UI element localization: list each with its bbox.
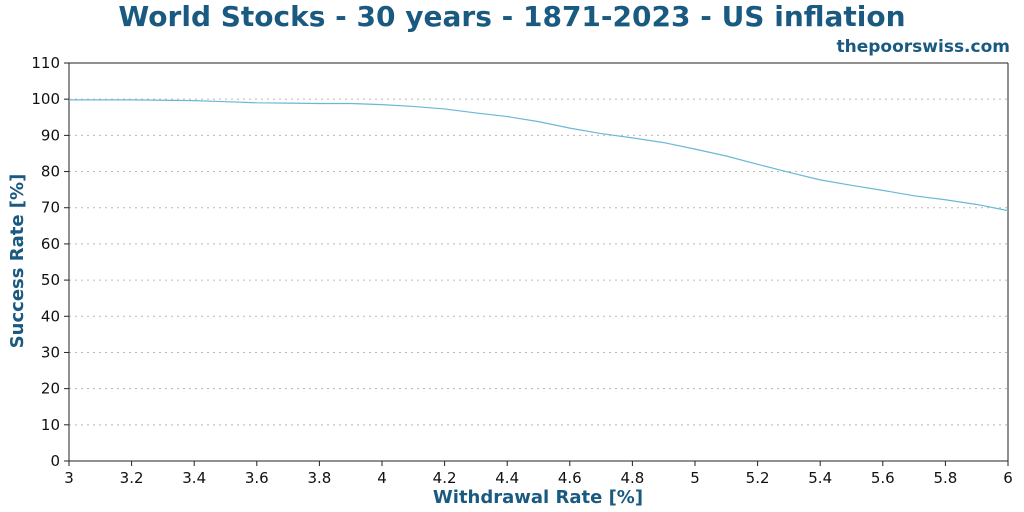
y-tick-label: 0	[50, 452, 60, 470]
x-tick-label: 3	[64, 469, 74, 487]
x-tick-label: 4.6	[558, 469, 582, 487]
ticks: 0 10 20 30 40 50 60 70 80 90 100 110 3 3.2 3.4 3.6 3.8 4 4…	[31, 54, 1012, 487]
grid	[69, 62, 1008, 426]
x-tick-label: 3.6	[245, 469, 269, 487]
x-tick-label: 5.6	[871, 469, 895, 487]
chart-title: World Stocks - 30 years - 1871-2023 - US…	[118, 0, 905, 33]
y-tick-label: 50	[41, 271, 60, 289]
y-tick-label: 40	[41, 307, 60, 325]
x-tick-label: 4	[377, 469, 387, 487]
x-axis-label: Withdrawal Rate [%]	[433, 487, 643, 508]
x-tick-label: 3.4	[182, 469, 206, 487]
x-tick-label: 3.2	[120, 469, 144, 487]
y-tick-label: 100	[31, 90, 60, 108]
x-tick-label: 5.8	[933, 469, 957, 487]
y-tick-label: 30	[41, 343, 60, 361]
x-tick-label: 4.2	[433, 469, 457, 487]
x-tick-label: 3.8	[307, 469, 331, 487]
x-tick-label: 4.4	[495, 469, 519, 487]
y-tick-label: 10	[41, 416, 60, 434]
success-rate-line	[69, 99, 1009, 212]
y-axis-label: Success Rate [%]	[7, 174, 28, 349]
x-tick-label: 4.8	[620, 469, 644, 487]
x-tick-label: 5.2	[746, 469, 770, 487]
y-tick-label: 70	[41, 199, 60, 217]
y-tick-label: 80	[41, 163, 60, 181]
series-layer	[69, 99, 1009, 212]
watermark: thepoorswiss.com	[837, 37, 1011, 57]
y-tick-label: 60	[41, 235, 60, 253]
y-tick-label: 90	[41, 126, 60, 144]
axes	[68, 62, 1009, 462]
y-tick-label: 110	[31, 54, 60, 72]
x-tick-label: 5.4	[808, 469, 832, 487]
x-tick-label: 5	[690, 469, 700, 487]
y-tick-label: 20	[41, 380, 60, 398]
x-tick-label: 6	[1003, 469, 1013, 487]
